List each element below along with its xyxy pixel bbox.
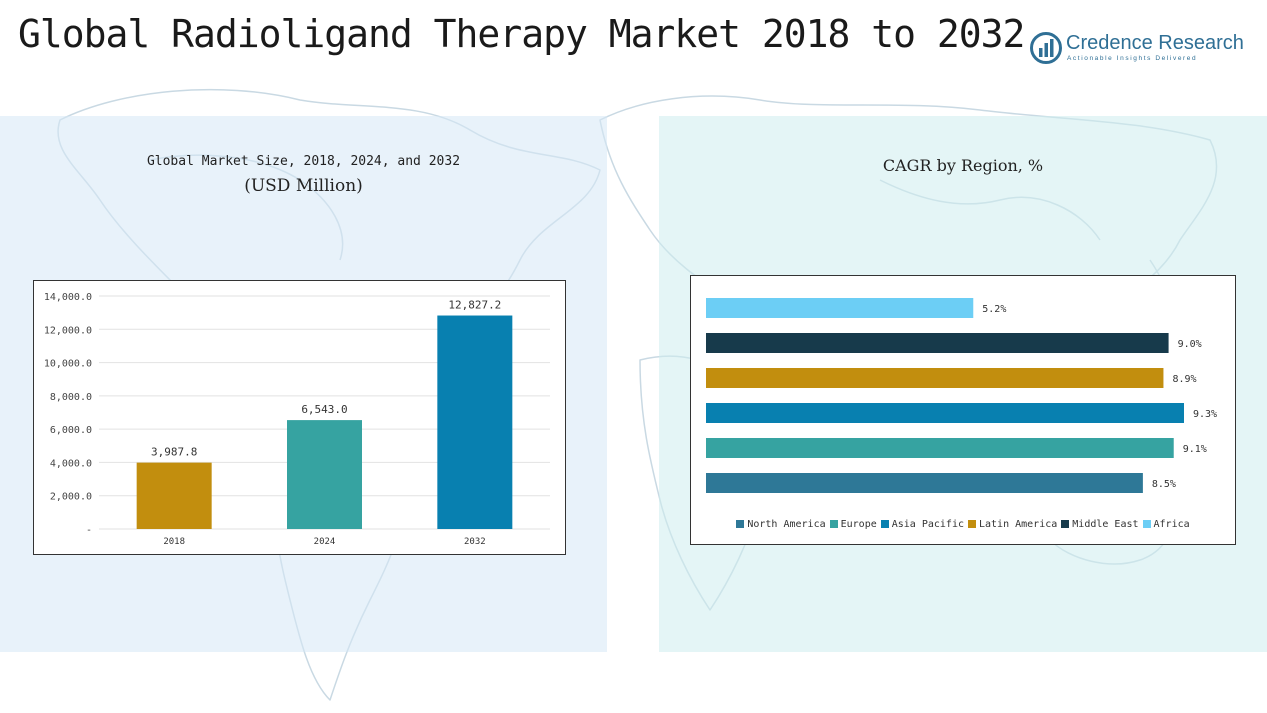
cagr-bar-middle-east: [706, 333, 1169, 353]
market-size-chart: - 2,000.0 4,000.0 6,000.0 8,000.0 10,000.0 12,…: [33, 280, 566, 555]
legend-label: Latin America: [979, 519, 1058, 530]
cagr-chart-title: CAGR by Region, %: [882, 156, 1044, 175]
market-size-chart-title: Global Market Size, 2018, 2024, and 2032: [146, 154, 461, 169]
cagr-value-label: 9.0%: [1178, 339, 1202, 350]
legend-item-middle-east: Middle East: [1061, 519, 1139, 530]
logo-tagline: Actionable Insights Delivered: [1067, 55, 1198, 62]
page-title: Global Radioligand Therapy Market 2018 t…: [18, 12, 1025, 56]
market-size-chart-subtitle: (USD Million): [244, 176, 363, 196]
bar-chart-logo-icon: [1030, 32, 1062, 64]
cagr-value-label: 9.1%: [1183, 444, 1207, 455]
y-tick-label: 12,000.0: [44, 325, 92, 336]
y-tick-label: -: [86, 525, 92, 536]
legend-swatch: [829, 520, 838, 528]
cagr-value-label: 5.2%: [982, 304, 1006, 315]
x-tick-label: 2018: [163, 537, 185, 547]
market-size-bar-chart: - 2,000.0 4,000.0 6,000.0 8,000.0 10,000.0 12,…: [44, 292, 550, 547]
credence-research-logo[interactable]: Credence Research Actionable Insights De…: [1030, 30, 1245, 68]
y-tick-label: 8,000.0: [50, 392, 92, 403]
bar-value-label: 6,543.0: [301, 403, 347, 416]
bar-2018: [136, 462, 212, 529]
legend-label: Africa: [1153, 519, 1190, 530]
legend-item-europe: Europe: [829, 519, 877, 530]
cagr-bar-africa: [706, 298, 974, 318]
legend-swatch: [1061, 520, 1070, 528]
legend-label: Asia Pacific: [891, 519, 964, 530]
y-tick-label: 10,000.0: [44, 359, 92, 370]
cagr-chart: 8.5% 9.1% 9.3% 8.9% 9.0% 5.2% North America Eu…: [690, 275, 1236, 545]
legend-item-asia-pacific: Asia Pacific: [880, 519, 964, 530]
y-tick-label: 14,000.0: [44, 292, 92, 303]
legend-item-africa: Africa: [1142, 519, 1190, 530]
y-tick-label: 4,000.0: [50, 458, 92, 469]
cagr-bar-asia-pacific: [706, 403, 1184, 423]
x-tick-label: 2024: [314, 537, 336, 547]
cagr-legend: North America Europe Asia Pacific Latin Ame…: [691, 519, 1235, 530]
x-tick-label: 2032: [464, 537, 486, 547]
bar-value-label: 12,827.2: [448, 299, 501, 312]
cagr-value-label: 8.9%: [1172, 374, 1196, 385]
bar-2024: [287, 420, 362, 529]
legend-label: North America: [747, 519, 826, 530]
legend-swatch: [1142, 520, 1151, 528]
cagr-bar-chart: 8.5% 9.1% 9.3% 8.9% 9.0% 5.2%: [706, 298, 1217, 493]
legend-label: Europe: [840, 519, 877, 530]
bar-value-label: 3,987.8: [151, 446, 197, 459]
legend-item-latin-america: Latin America: [968, 519, 1057, 530]
cagr-value-label: 9.3%: [1193, 409, 1217, 420]
legend-swatch: [880, 520, 889, 528]
cagr-bar-europe: [706, 438, 1174, 458]
y-tick-label: 6,000.0: [50, 425, 92, 436]
bar-2032: [437, 315, 513, 529]
cagr-bar-north-america: [706, 473, 1143, 493]
logo-name: Credence Research: [1066, 32, 1244, 54]
y-tick-label: 2,000.0: [50, 492, 92, 503]
legend-swatch: [968, 520, 976, 528]
cagr-bar-latin-america: [706, 368, 1164, 388]
legend-swatch: [736, 520, 745, 528]
legend-item-north-america: North America: [736, 519, 826, 530]
legend-label: Middle East: [1072, 519, 1139, 530]
cagr-value-label: 8.5%: [1152, 479, 1176, 490]
